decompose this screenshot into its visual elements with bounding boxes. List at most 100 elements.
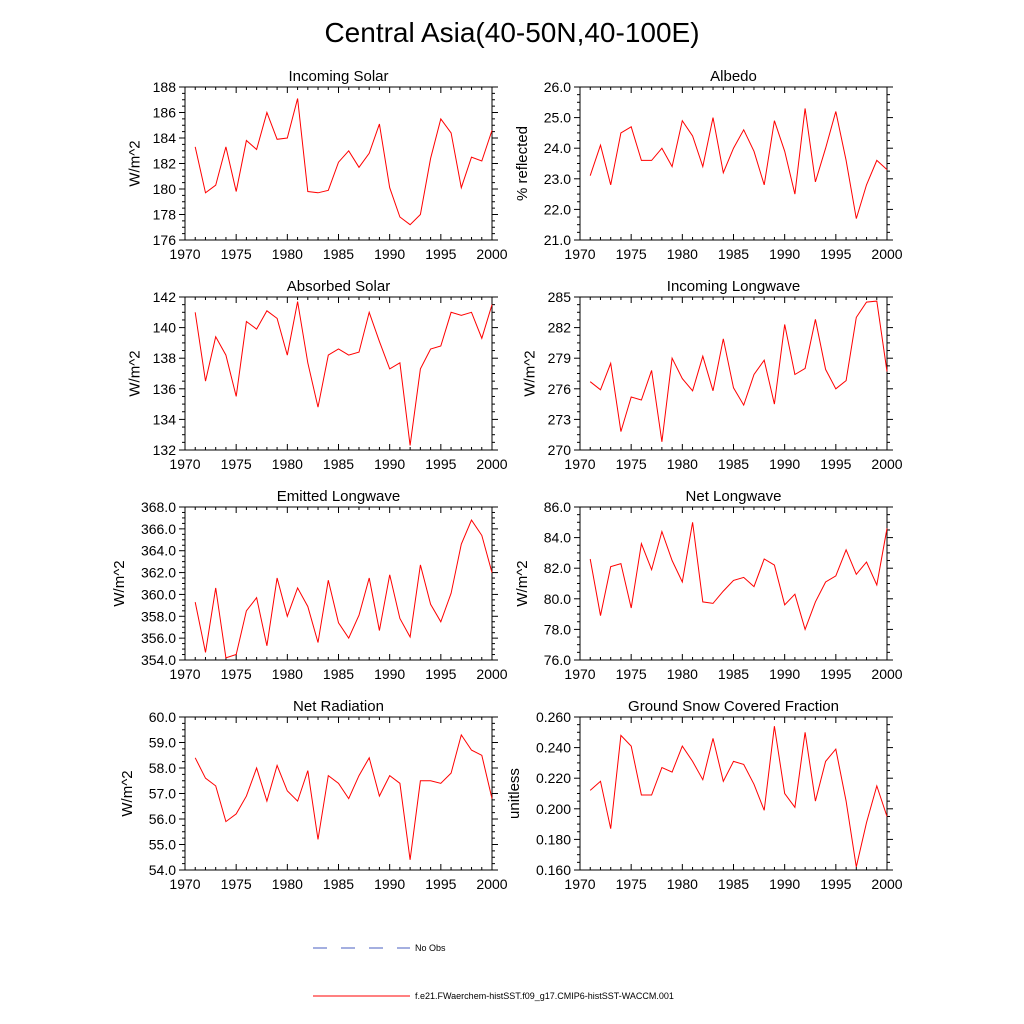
x-tick-label: 1985 (718, 456, 749, 472)
series-line (589, 726, 888, 868)
y-axis-label: W/m^2 (119, 770, 136, 816)
x-tick-label: 1970 (169, 456, 200, 472)
x-tick-label: 2000 (871, 246, 902, 262)
plot-frame (579, 86, 888, 241)
y-tick-label: 0.160 (536, 862, 571, 878)
x-tick-label: 1970 (169, 246, 200, 262)
x-tick-label: 1990 (769, 456, 800, 472)
x-tick-label: 1975 (221, 666, 252, 682)
plot-frame (579, 296, 888, 451)
panel-title: Albedo (710, 68, 757, 85)
x-tick-label: 1995 (425, 666, 456, 682)
x-tick-label: 1985 (718, 246, 749, 262)
plot-frame (184, 506, 493, 661)
series-line (589, 108, 888, 219)
y-tick-label: 142 (153, 289, 177, 305)
chart-panel: 1970 1975 1980 1985 1990 1995 2000 132 134 136 138… (127, 278, 508, 472)
series-line (194, 301, 493, 446)
y-tick-label: 282 (548, 320, 572, 336)
x-tick-label: 1975 (616, 876, 647, 892)
x-tick-label: 1980 (272, 876, 303, 892)
y-tick-label: 22.0 (544, 201, 571, 217)
x-tick-label: 1975 (616, 246, 647, 262)
y-axis-label: unitless (506, 768, 523, 819)
y-tick-label: 180 (153, 181, 177, 197)
y-tick-label: 58.0 (149, 760, 176, 776)
y-axis-label: W/m^2 (127, 140, 144, 186)
y-tick-label: 354.0 (141, 652, 176, 668)
x-tick-label: 1990 (374, 666, 405, 682)
y-tick-label: 86.0 (544, 499, 571, 515)
y-tick-label: 132 (153, 442, 177, 458)
x-tick-label: 1985 (323, 666, 354, 682)
y-tick-label: 57.0 (149, 786, 176, 802)
y-tick-label: 0.260 (536, 709, 571, 725)
y-tick-label: 273 (548, 411, 572, 427)
y-tick-label: 0.220 (536, 770, 571, 786)
y-tick-label: 356.0 (141, 630, 176, 646)
x-tick-label: 1975 (221, 876, 252, 892)
y-tick-label: 25.0 (544, 110, 571, 126)
y-tick-label: 186 (153, 105, 177, 121)
x-tick-label: 1985 (323, 876, 354, 892)
y-tick-label: 59.0 (149, 735, 176, 751)
y-tick-label: 364.0 (141, 543, 176, 559)
y-tick-label: 55.0 (149, 837, 176, 853)
x-tick-label: 1990 (769, 876, 800, 892)
x-tick-label: 2000 (871, 876, 902, 892)
x-tick-label: 1980 (272, 666, 303, 682)
y-tick-label: 136 (153, 381, 177, 397)
x-tick-label: 1975 (616, 456, 647, 472)
x-tick-label: 1980 (667, 666, 698, 682)
y-tick-label: 176 (153, 232, 177, 248)
x-tick-label: 1970 (169, 666, 200, 682)
plot-frame (184, 716, 493, 871)
y-tick-label: 138 (153, 350, 177, 366)
x-tick-label: 1985 (718, 666, 749, 682)
x-tick-label: 1970 (564, 246, 595, 262)
y-tick-label: 84.0 (544, 530, 571, 546)
panel-title: Incoming Longwave (667, 278, 800, 295)
x-tick-label: 1990 (374, 876, 405, 892)
y-tick-label: 140 (153, 320, 177, 336)
chart-panel: 1970 1975 1980 1985 1990 1995 2000 176 178 180 182… (127, 68, 508, 262)
series-line (589, 300, 888, 442)
x-tick-label: 1985 (323, 246, 354, 262)
panel-title: Absorbed Solar (287, 278, 390, 295)
plot-frame (184, 296, 493, 451)
legend-obs-label: No Obs (415, 943, 446, 953)
chart-panel: 1970 1975 1980 1985 1990 1995 2000 54.0 55.0 56.0… (119, 698, 508, 892)
x-tick-label: 1995 (820, 246, 851, 262)
y-tick-label: 0.180 (536, 831, 571, 847)
chart-panel: 1970 1975 1980 1985 1990 1995 2000 21.0 22.0 23.0… (514, 68, 903, 262)
y-tick-label: 188 (153, 79, 177, 95)
x-tick-label: 2000 (871, 456, 902, 472)
x-tick-label: 2000 (476, 666, 507, 682)
series-line (194, 519, 493, 659)
y-tick-label: 76.0 (544, 652, 571, 668)
y-tick-label: 182 (153, 156, 177, 172)
y-tick-label: 360.0 (141, 586, 176, 602)
y-tick-label: 276 (548, 381, 572, 397)
panel-title: Net Longwave (686, 488, 782, 505)
x-tick-label: 1970 (564, 456, 595, 472)
y-tick-label: 0.200 (536, 801, 571, 817)
y-tick-label: 21.0 (544, 232, 571, 248)
x-tick-label: 1980 (667, 456, 698, 472)
x-tick-label: 1975 (221, 246, 252, 262)
x-tick-label: 1995 (425, 876, 456, 892)
x-tick-label: 1970 (564, 876, 595, 892)
y-axis-label: W/m^2 (111, 560, 128, 606)
y-tick-label: 82.0 (544, 560, 571, 576)
y-axis-label: W/m^2 (127, 350, 144, 396)
series-line (194, 98, 493, 226)
x-tick-label: 1995 (425, 246, 456, 262)
chart-panel: 1970 1975 1980 1985 1990 1995 2000 0.160 0.180 0.… (506, 698, 903, 892)
y-tick-label: 358.0 (141, 608, 176, 624)
y-tick-label: 26.0 (544, 79, 571, 95)
y-tick-label: 0.240 (536, 740, 571, 756)
x-tick-label: 1970 (169, 876, 200, 892)
y-tick-label: 270 (548, 442, 572, 458)
chart-panel: 1970 1975 1980 1985 1990 1995 2000 354.0 356.0 35… (111, 488, 508, 682)
